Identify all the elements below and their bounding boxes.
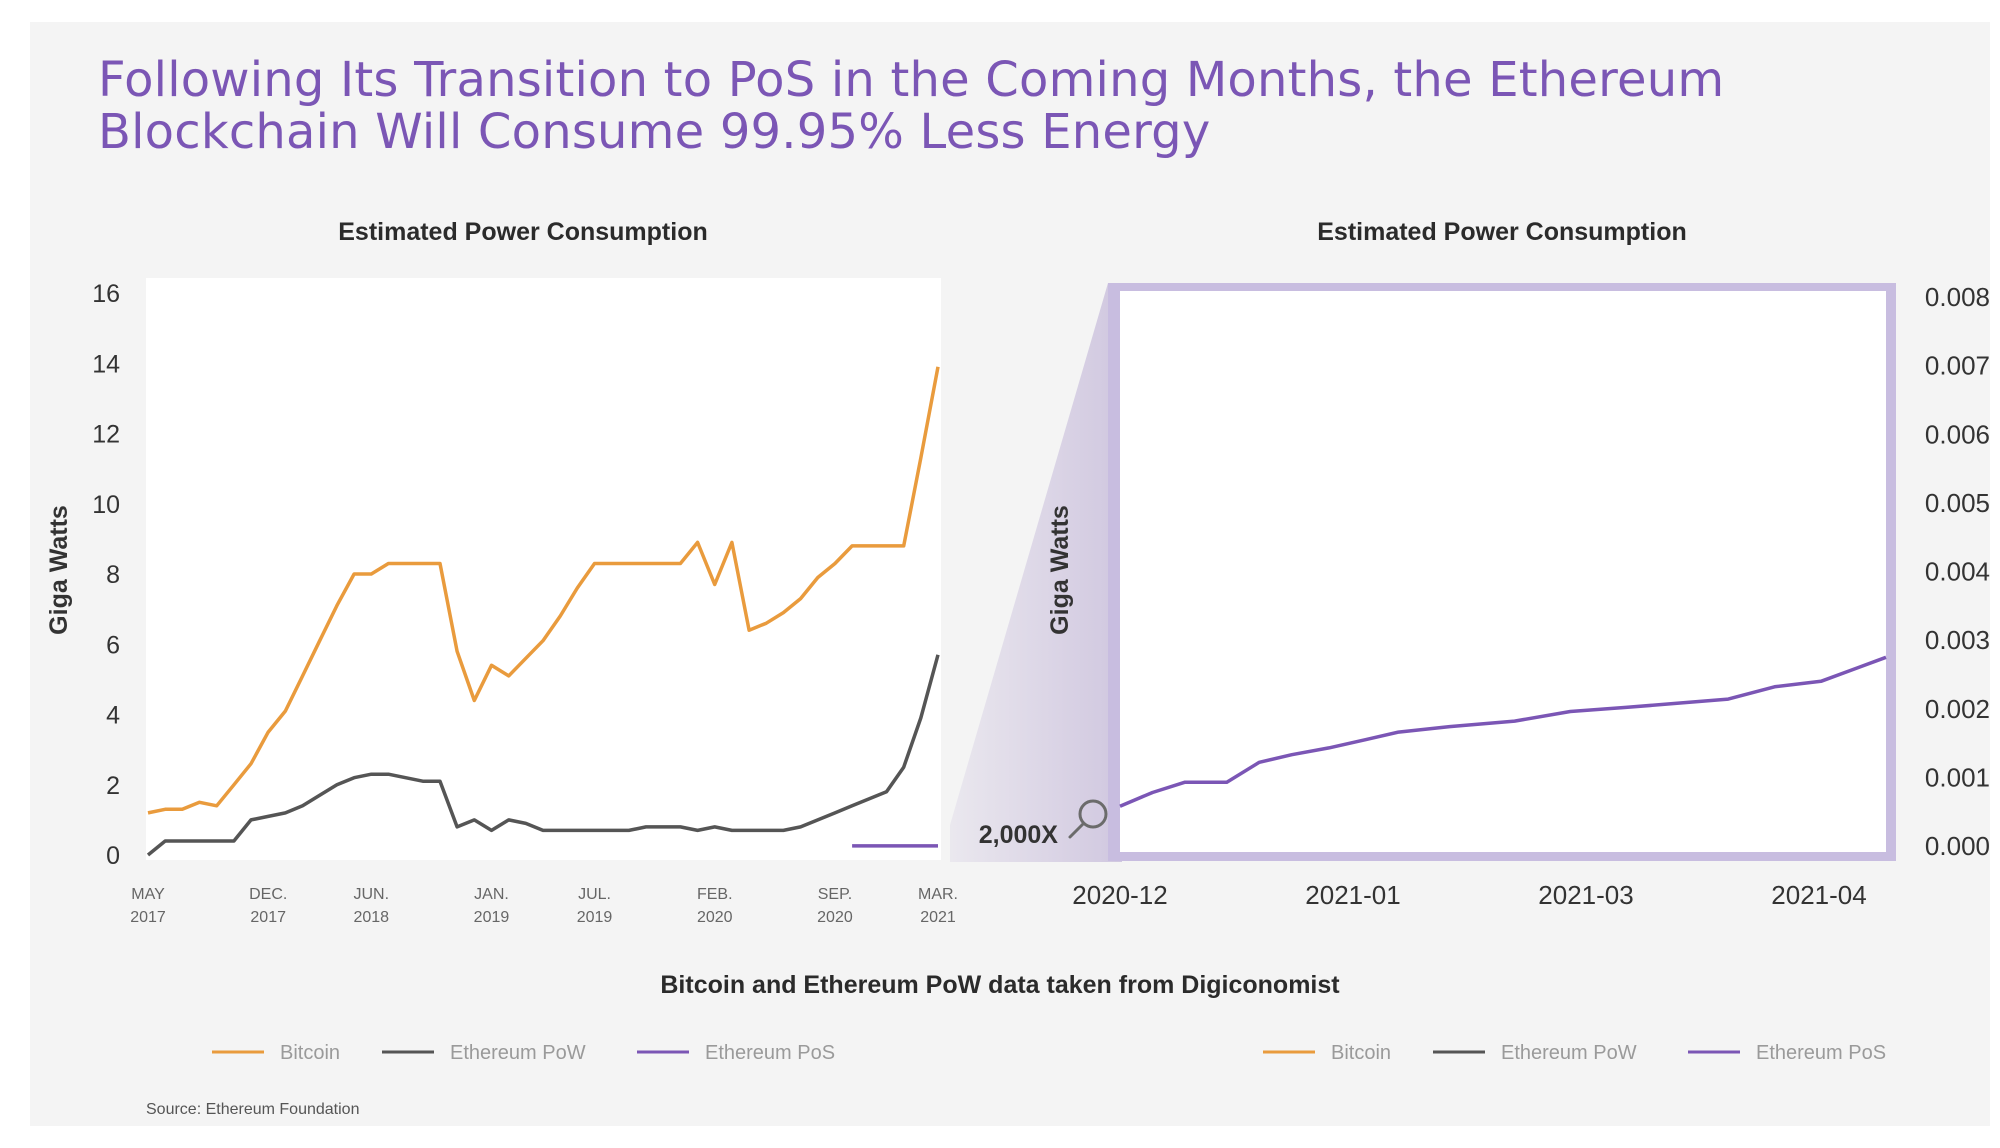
left-series-line-bitcoin (147, 366, 940, 815)
left-y-tick: 12 (92, 421, 120, 449)
right-y-tick: 0.008 (1925, 282, 1990, 312)
left-x-tick-month: MAY (131, 886, 165, 903)
legend-label: Bitcoin (1331, 1042, 1391, 1064)
right-chart-title: Estimated Power Consumption (1317, 218, 1686, 246)
legend-label: Bitcoin (280, 1042, 340, 1064)
page-title: Following Its Transition to PoS in the C… (98, 54, 1798, 158)
magnifier-icon (1068, 799, 1108, 839)
right-y-tick: 0.000 (1925, 831, 1990, 861)
right-x-ticks: 2020-12 2021-01 2021-03 2021-04 (1072, 880, 1866, 910)
left-y-tick: 10 (92, 491, 120, 519)
right-legend-item: Ethereum PoW (1433, 1042, 1637, 1064)
right-y-tick: 0.004 (1925, 557, 1990, 587)
right-legend: Bitcoin Ethereum PoW Ethereum PoS (1263, 1042, 1886, 1064)
left-x-tick-year: 2019 (474, 909, 510, 926)
left-y-tick: 16 (92, 280, 120, 308)
left-legend-item: Ethereum PoS (637, 1042, 835, 1064)
left-y-tick: 6 (106, 631, 120, 659)
left-x-tick-year: 2017 (250, 909, 286, 926)
left-series (146, 366, 940, 857)
left-x-tick-month: SEP. (818, 886, 852, 903)
left-x-tick-month: JAN. (474, 886, 509, 903)
legend-label: Ethereum PoS (705, 1042, 835, 1064)
source-credit: Source: Ethereum Foundation (146, 1101, 359, 1118)
right-y-tick: 0.005 (1925, 488, 1990, 518)
right-legend-item: Ethereum PoS (1688, 1042, 1886, 1064)
zoom-multiplier-label: 2,000X (979, 821, 1059, 849)
right-plot-area (1120, 291, 1886, 852)
left-x-tick-month: JUL. (578, 886, 611, 903)
right-series (1119, 655, 1887, 808)
left-x-tick-month: JUN. (353, 886, 389, 903)
title-line-1: Following Its Transition to PoS in the C… (98, 52, 1725, 108)
left-legend-item: Bitcoin (212, 1042, 340, 1064)
title-line-2: Blockchain Will Consume 99.95% Less Ener… (98, 104, 1211, 160)
right-y-axis-label: Giga Watts (1046, 505, 1074, 635)
legend-label: Ethereum PoW (450, 1042, 586, 1064)
left-y-tick: 2 (106, 772, 120, 800)
data-source-note: Bitcoin and Ethereum PoW data taken from… (660, 971, 1340, 999)
right-y-tick: 0.001 (1925, 762, 1990, 792)
left-y-tick: 14 (92, 350, 120, 378)
left-legend-item: Ethereum PoW (382, 1042, 586, 1064)
right-y-tick: 0.003 (1925, 625, 1990, 655)
left-plot-area (146, 278, 941, 860)
left-x-tick-year: 2020 (697, 909, 733, 926)
left-y-tick: 0 (106, 842, 120, 870)
right-y-tick: 0.002 (1925, 694, 1990, 724)
left-y-tick: 8 (106, 561, 120, 589)
right-x-tick: 2021-03 (1538, 880, 1633, 910)
right-x-tick: 2021-04 (1771, 880, 1866, 910)
right-y-tick: 0.006 (1925, 419, 1990, 449)
left-x-tick-year: 2019 (577, 909, 613, 926)
left-x-tick-year: 2021 (920, 909, 956, 926)
left-x-tick-year: 2020 (817, 909, 853, 926)
legend-label: Ethereum PoW (1501, 1042, 1637, 1064)
left-x-tick-year: 2018 (353, 909, 389, 926)
left-series-line-ethereum-pow (146, 654, 940, 857)
left-legend: Bitcoin Ethereum PoW Ethereum PoS (212, 1042, 835, 1064)
right-y-tick: 0.007 (1925, 351, 1990, 381)
left-x-tick-month: MAR. (918, 886, 958, 903)
left-x-tick-year: 2017 (130, 909, 166, 926)
left-y-tick: 4 (106, 702, 120, 730)
right-x-tick: 2021-01 (1305, 880, 1400, 910)
zoom-connector (950, 283, 1122, 862)
left-y-axis-label: Giga Watts (45, 505, 73, 635)
left-x-ticks: MAY 2017 DEC. 2017 JUN. 2018 JAN. 2019 JUL. 2019 F… (130, 886, 958, 926)
left-chart-title: Estimated Power Consumption (338, 218, 707, 246)
left-x-tick-month: DEC. (249, 886, 287, 903)
legend-label: Ethereum PoS (1756, 1042, 1886, 1064)
right-series-line-ethereum-pos (1119, 655, 1887, 808)
right-legend-item: Bitcoin (1263, 1042, 1391, 1064)
right-x-tick: 2020-12 (1072, 880, 1167, 910)
left-y-ticks: 0 2 4 6 8 10 12 14 16 (92, 280, 120, 870)
left-x-tick-month: FEB. (697, 886, 733, 903)
right-y-ticks: 0.000 0.001 0.002 0.003 0.004 0.005 0.006 0.007… (1925, 282, 1990, 861)
